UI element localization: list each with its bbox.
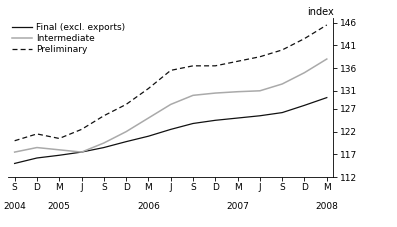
Preliminary bbox=[57, 137, 62, 140]
Text: 2008: 2008 bbox=[315, 202, 338, 211]
Preliminary bbox=[35, 133, 39, 135]
Final (excl. exports) bbox=[102, 146, 106, 149]
Legend: Final (excl. exports), Intermediate, Preliminary: Final (excl. exports), Intermediate, Pre… bbox=[12, 23, 125, 54]
Final (excl. exports) bbox=[302, 104, 307, 107]
Final (excl. exports) bbox=[79, 151, 84, 153]
Final (excl. exports) bbox=[146, 135, 151, 138]
Final (excl. exports) bbox=[168, 128, 173, 131]
Text: 2005: 2005 bbox=[48, 202, 71, 211]
Preliminary bbox=[191, 64, 195, 67]
Preliminary bbox=[12, 139, 17, 142]
Preliminary bbox=[302, 37, 307, 40]
Intermediate bbox=[302, 71, 307, 74]
Final (excl. exports) bbox=[191, 122, 195, 125]
Final (excl. exports) bbox=[57, 154, 62, 157]
Final (excl. exports) bbox=[258, 114, 262, 117]
Text: 2004: 2004 bbox=[3, 202, 26, 211]
Preliminary bbox=[280, 49, 285, 51]
Final (excl. exports) bbox=[35, 157, 39, 159]
Intermediate bbox=[191, 94, 195, 97]
Final (excl. exports) bbox=[324, 96, 329, 99]
Preliminary bbox=[324, 24, 329, 26]
Intermediate bbox=[57, 148, 62, 151]
Intermediate bbox=[79, 151, 84, 153]
Preliminary bbox=[124, 103, 129, 106]
Text: index: index bbox=[307, 7, 333, 17]
Line: Preliminary: Preliminary bbox=[15, 25, 327, 141]
Intermediate bbox=[12, 151, 17, 153]
Intermediate bbox=[213, 92, 218, 94]
Final (excl. exports) bbox=[280, 111, 285, 114]
Intermediate bbox=[235, 90, 240, 93]
Final (excl. exports) bbox=[213, 119, 218, 122]
Intermediate bbox=[168, 103, 173, 106]
Preliminary bbox=[79, 128, 84, 131]
Intermediate bbox=[35, 146, 39, 149]
Preliminary bbox=[102, 114, 106, 117]
Text: 2006: 2006 bbox=[137, 202, 160, 211]
Preliminary bbox=[146, 87, 151, 90]
Preliminary bbox=[258, 55, 262, 58]
Final (excl. exports) bbox=[235, 117, 240, 119]
Preliminary bbox=[235, 60, 240, 63]
Final (excl. exports) bbox=[124, 140, 129, 143]
Intermediate bbox=[324, 58, 329, 60]
Intermediate bbox=[124, 130, 129, 133]
Final (excl. exports) bbox=[12, 162, 17, 165]
Intermediate bbox=[280, 83, 285, 85]
Line: Intermediate: Intermediate bbox=[15, 59, 327, 152]
Intermediate bbox=[102, 142, 106, 144]
Intermediate bbox=[146, 117, 151, 119]
Preliminary bbox=[213, 64, 218, 67]
Line: Final (excl. exports): Final (excl. exports) bbox=[15, 98, 327, 163]
Intermediate bbox=[258, 89, 262, 92]
Text: 2007: 2007 bbox=[226, 202, 249, 211]
Preliminary bbox=[168, 69, 173, 72]
